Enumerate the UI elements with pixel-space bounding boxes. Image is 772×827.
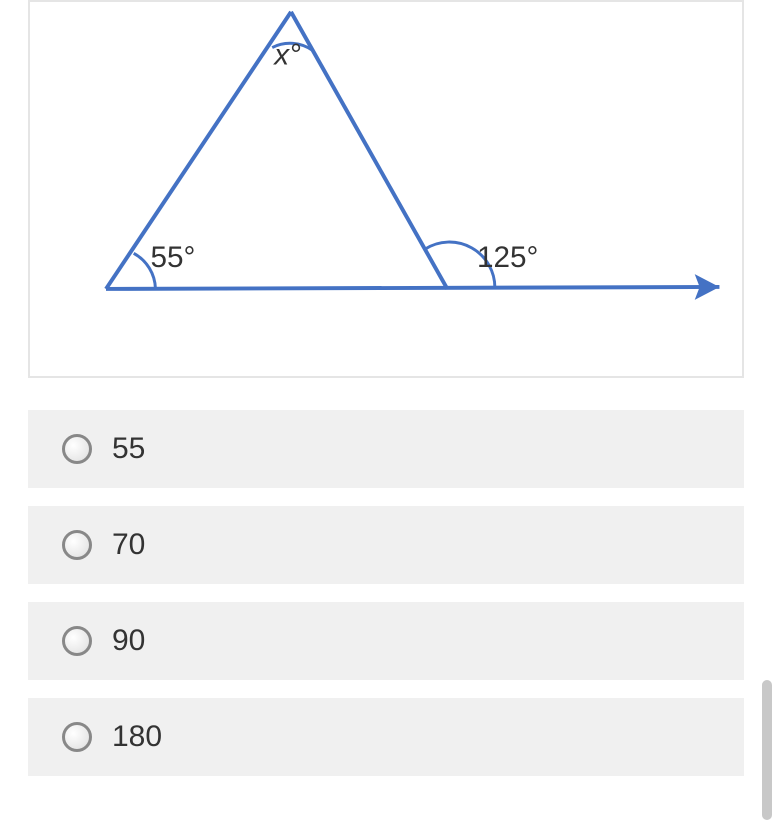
option-label: 70 <box>112 528 145 562</box>
exterior-angle-label: 125° <box>477 241 538 274</box>
option-label: 90 <box>112 624 145 658</box>
option-row[interactable]: 55 <box>28 410 744 488</box>
option-row[interactable]: 70 <box>28 506 744 584</box>
radio-icon[interactable] <box>62 434 92 464</box>
diagram-container: 55° x° 125° <box>28 0 744 378</box>
option-label: 55 <box>112 432 145 466</box>
apex-angle-label: x° <box>272 38 301 71</box>
scrollbar[interactable] <box>762 680 772 820</box>
radio-icon[interactable] <box>62 626 92 656</box>
option-row[interactable]: 90 <box>28 602 744 680</box>
options-container: 55 70 90 180 <box>0 410 772 776</box>
option-label: 180 <box>112 720 162 754</box>
triangle-diagram: 55° x° 125° <box>30 2 742 376</box>
left-angle-label: 55° <box>151 241 196 274</box>
right-side <box>291 12 447 289</box>
radio-icon[interactable] <box>62 722 92 752</box>
base-ray <box>106 287 719 289</box>
left-side <box>106 12 291 289</box>
option-row[interactable]: 180 <box>28 698 744 776</box>
radio-icon[interactable] <box>62 530 92 560</box>
